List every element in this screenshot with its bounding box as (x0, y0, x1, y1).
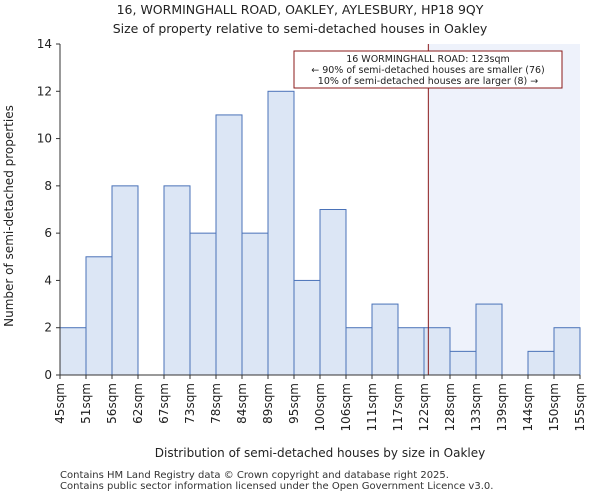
x-tick-label: 73sqm (183, 383, 197, 424)
histogram-bar (267, 90, 295, 376)
x-tick-label: 56sqm (105, 383, 119, 424)
histogram-bar (371, 303, 399, 376)
annotation-line: 16 WORMINGHALL ROAD: 123sqm (346, 54, 510, 65)
x-tick-label: 78sqm (209, 383, 223, 424)
footer: Contains HM Land Registry data © Crown c… (60, 470, 493, 492)
histogram-bar (85, 256, 113, 376)
histogram-bar (163, 185, 191, 376)
y-axis-label: Number of semi-detached properties (2, 105, 16, 327)
x-tick-label: 106sqm (339, 383, 353, 431)
x-tick-label: 45sqm (53, 383, 67, 424)
footer-line-1: Contains HM Land Registry data © Crown c… (60, 470, 449, 481)
annotation-box (293, 50, 563, 89)
y-tick-label: 2 (44, 321, 52, 335)
y-tick-label: 14 (37, 37, 52, 51)
histogram-bar (241, 232, 269, 376)
x-tick-label: 133sqm (469, 383, 483, 431)
x-tick-label: 111sqm (365, 383, 379, 431)
histogram-bar (215, 114, 243, 376)
larger-region-highlight (428, 44, 580, 375)
histogram-bar (449, 350, 477, 376)
histogram-bar (293, 279, 321, 376)
x-tick-label: 95sqm (287, 383, 301, 424)
x-tick-label: 100sqm (313, 383, 327, 431)
x-tick-label: 117sqm (391, 383, 405, 431)
histogram-bar (345, 327, 373, 376)
x-tick-label: 122sqm (417, 383, 431, 431)
x-tick-label: 150sqm (547, 383, 561, 431)
y-tick-label: 10 (37, 132, 52, 146)
x-tick-label: 84sqm (235, 383, 249, 424)
y-tick-label: 4 (44, 273, 52, 287)
histogram-bar (553, 327, 581, 376)
y-tick-label: 12 (37, 84, 52, 98)
x-tick-label: 62sqm (131, 383, 145, 424)
x-tick-label: 139sqm (495, 383, 509, 431)
chart-subtitle: Size of property relative to semi-detach… (113, 21, 488, 36)
histogram-bar (527, 350, 555, 376)
x-tick-label: 155sqm (573, 383, 587, 431)
footer-line-2: Contains public sector information licen… (60, 481, 494, 492)
histogram-bar (59, 327, 87, 376)
x-tick-label: 89sqm (261, 383, 275, 424)
histogram-bar (475, 303, 503, 376)
histogram-chart: 16, WORMINGHALL ROAD, OAKLEY, AYLESBURY,… (2, 2, 587, 460)
histogram-bar (111, 185, 139, 376)
annotation-line: 10% of semi-detached houses are larger (… (318, 76, 538, 87)
histogram-bar (189, 232, 217, 376)
chart-title: 16, WORMINGHALL ROAD, OAKLEY, AYLESBURY,… (117, 2, 484, 17)
x-tick-label: 51sqm (79, 383, 93, 424)
histogram-bar (397, 327, 425, 376)
x-axis-label: Distribution of semi-detached houses by … (155, 446, 485, 460)
x-tick-label: 128sqm (443, 383, 457, 431)
y-tick-label: 0 (44, 368, 52, 382)
annotation-line: ← 90% of semi-detached houses are smalle… (311, 65, 545, 76)
y-tick-label: 6 (44, 226, 52, 240)
x-tick-label: 144sqm (521, 383, 535, 431)
histogram-bar (319, 209, 347, 376)
x-tick-label: 67sqm (157, 383, 171, 424)
plot-area: 0 2 4 6 8 10 12 14 45sqm 51sqm 56sqm 62sqm 67sqm 73sq… (37, 37, 587, 431)
y-tick-label: 8 (44, 179, 52, 193)
